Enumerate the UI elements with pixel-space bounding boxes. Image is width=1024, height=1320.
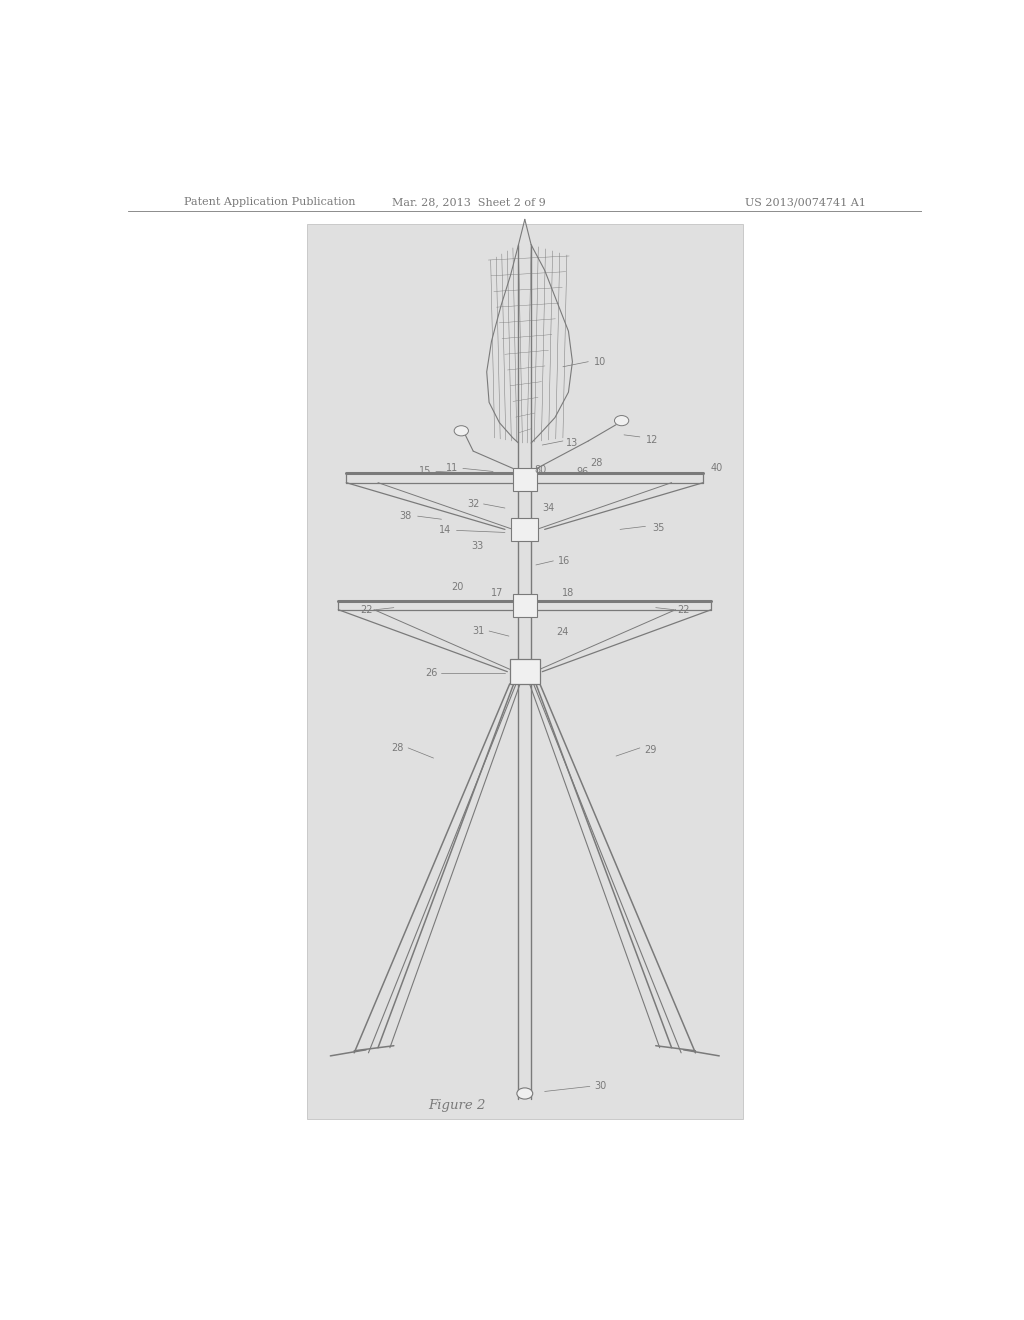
Text: 24: 24 bbox=[557, 627, 569, 638]
Text: Mar. 28, 2013  Sheet 2 of 9: Mar. 28, 2013 Sheet 2 of 9 bbox=[392, 197, 546, 207]
Text: 33: 33 bbox=[471, 541, 483, 550]
Text: Patent Application Publication: Patent Application Publication bbox=[183, 197, 355, 207]
Text: 29: 29 bbox=[644, 744, 656, 755]
Text: 11: 11 bbox=[445, 463, 458, 474]
Text: 22: 22 bbox=[359, 605, 373, 615]
Ellipse shape bbox=[455, 426, 468, 436]
Text: 31: 31 bbox=[473, 626, 485, 636]
Text: 28: 28 bbox=[590, 458, 602, 469]
Text: 28: 28 bbox=[391, 743, 404, 752]
Bar bbox=[513, 594, 537, 616]
FancyBboxPatch shape bbox=[306, 224, 743, 1119]
Text: 13: 13 bbox=[566, 438, 579, 447]
Bar bbox=[511, 519, 539, 541]
Bar bbox=[513, 469, 537, 491]
Text: 34: 34 bbox=[543, 503, 555, 513]
Text: 18: 18 bbox=[562, 589, 574, 598]
Text: 96: 96 bbox=[577, 467, 589, 478]
Text: 14: 14 bbox=[439, 525, 452, 536]
Text: 20: 20 bbox=[452, 582, 464, 593]
Text: Figure 2: Figure 2 bbox=[429, 1100, 486, 1113]
Text: US 2013/0074741 A1: US 2013/0074741 A1 bbox=[745, 197, 866, 207]
Text: 30: 30 bbox=[594, 1081, 606, 1092]
Text: 10: 10 bbox=[594, 356, 606, 367]
Text: 40: 40 bbox=[711, 463, 723, 474]
Text: 32: 32 bbox=[467, 499, 479, 510]
Text: 15: 15 bbox=[420, 466, 432, 477]
Text: 35: 35 bbox=[652, 523, 665, 533]
Text: 26: 26 bbox=[425, 668, 437, 677]
Text: 12: 12 bbox=[645, 436, 658, 445]
Text: 22: 22 bbox=[677, 605, 690, 615]
Text: 80: 80 bbox=[535, 466, 547, 475]
Text: 17: 17 bbox=[490, 589, 503, 598]
Bar bbox=[510, 660, 540, 684]
Ellipse shape bbox=[517, 1088, 532, 1100]
Text: 38: 38 bbox=[399, 511, 412, 521]
Text: 16: 16 bbox=[558, 556, 570, 566]
Ellipse shape bbox=[614, 416, 629, 426]
